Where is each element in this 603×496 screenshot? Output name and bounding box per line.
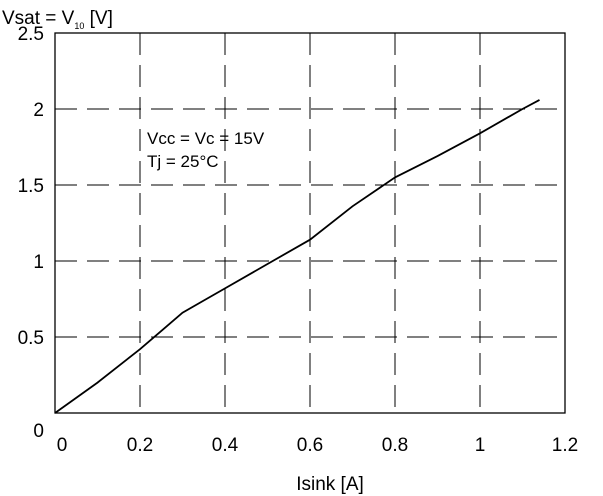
x-tick-label: 1.2 bbox=[552, 435, 578, 456]
y-tick-labels: 0 0.5 1 1.5 2 2.5 bbox=[18, 24, 44, 442]
x-tick-label: 1 bbox=[475, 435, 486, 456]
plot-frame bbox=[54, 32, 566, 414]
y-tick-label: 2.5 bbox=[18, 24, 44, 45]
x-tick-label: 0 bbox=[57, 435, 68, 456]
y-tick-label: 1.5 bbox=[18, 176, 44, 197]
y-tick-label: 1 bbox=[33, 252, 44, 273]
series-layer bbox=[54, 99, 540, 414]
x-tick-label: 0.8 bbox=[382, 435, 408, 456]
x-tick-label: 0.2 bbox=[127, 435, 153, 456]
x-tick-label: 0.6 bbox=[297, 435, 323, 456]
x-tick-label: 0.4 bbox=[212, 435, 239, 456]
y-axis-title-unit: [V] bbox=[84, 8, 113, 29]
x-tick-labels: 0 0.2 0.4 0.6 0.8 1 1.2 bbox=[57, 435, 579, 456]
annotation-supply-voltage: Vcc = Vc = 15V bbox=[147, 129, 265, 148]
x-axis-title: Isink [A] bbox=[296, 474, 364, 495]
y-tick-label: 2 bbox=[33, 100, 44, 121]
grid bbox=[55, 33, 565, 413]
y-tick-label: 0 bbox=[33, 421, 44, 442]
y-axis-title-subscript: 10 bbox=[74, 21, 84, 31]
y-tick-label: 0.5 bbox=[18, 328, 44, 349]
series-line bbox=[54, 99, 540, 414]
annotation-junction-temp: Tj = 25°C bbox=[147, 152, 219, 171]
y-axis-title: Vsat = V10 [V] bbox=[2, 8, 113, 31]
